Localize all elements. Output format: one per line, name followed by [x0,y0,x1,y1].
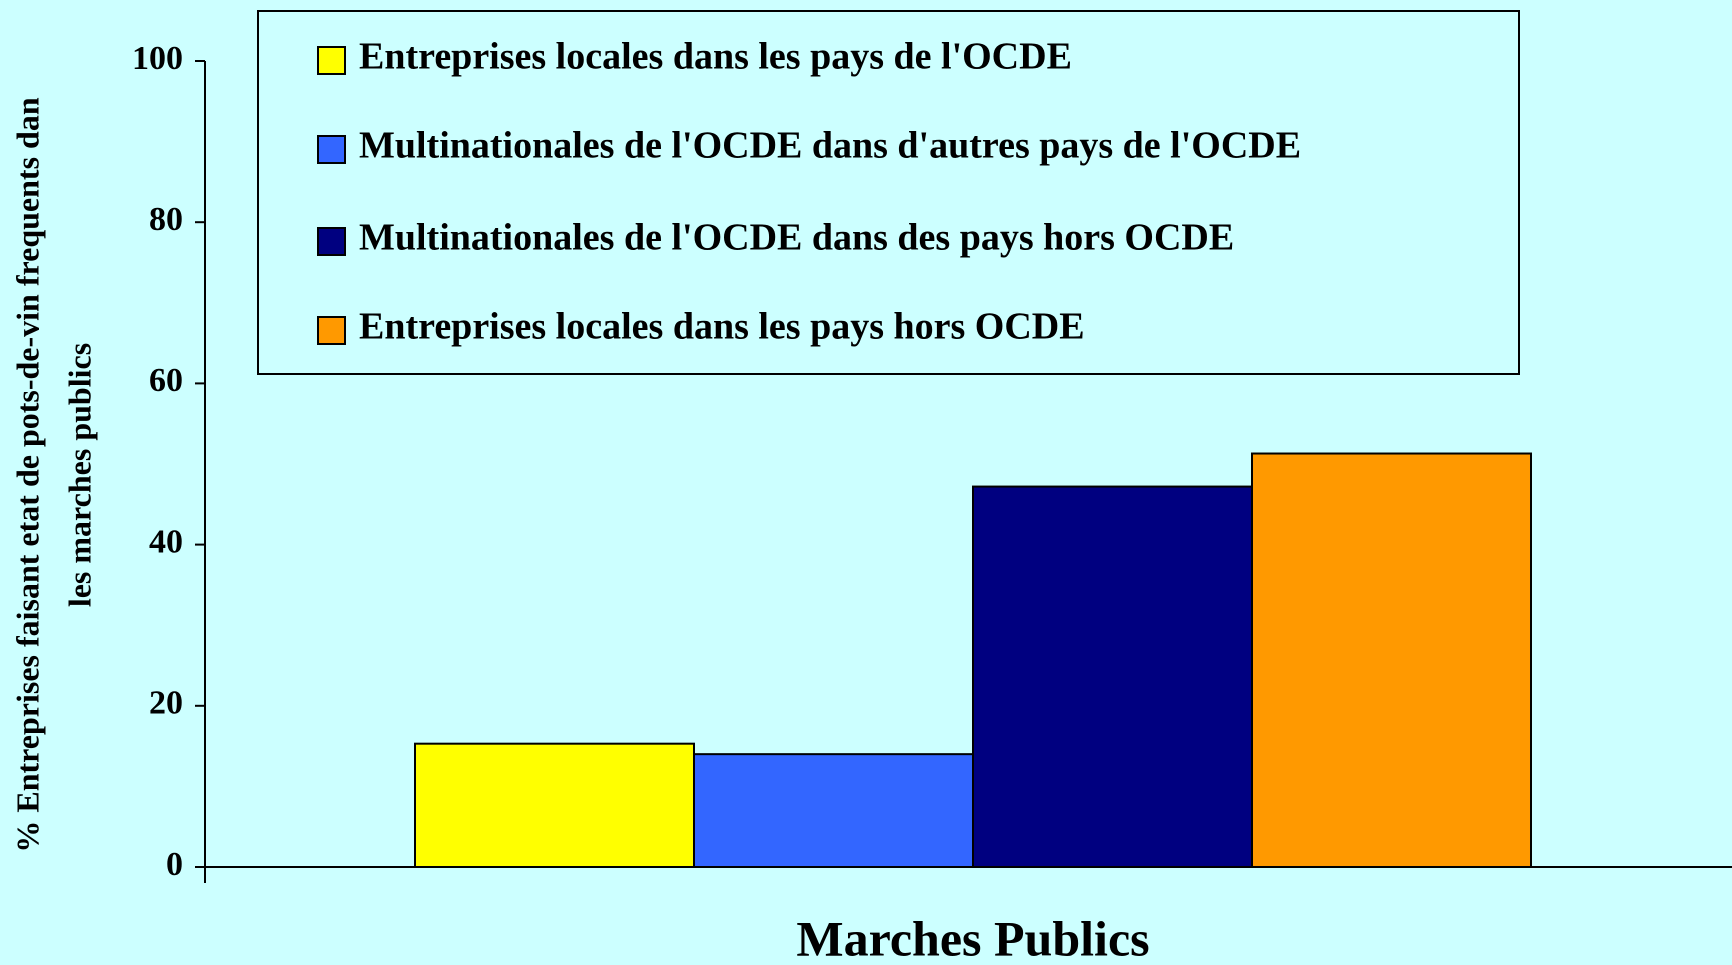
bar [972,485,1253,868]
legend-label: Multinationales de l'OCDE dans d'autres … [359,125,1301,167]
legend-swatch [317,135,346,164]
legend-swatch [317,46,346,75]
x-tick-label: Marches Publics [796,910,1149,965]
legend-label: Multinationales de l'OCDE dans des pays … [359,217,1234,259]
bar [414,742,695,869]
y-tick-label: 60 [149,362,183,399]
bar [1251,452,1532,868]
y-axis-label: les marches publics [61,343,97,607]
bar [693,753,974,868]
legend-swatch [317,316,346,345]
y-tick-label: 80 [149,201,183,238]
y-tick-label: 100 [132,40,183,77]
legend-swatch [317,227,346,256]
y-axis-label: % Entreprises faisant etat de pots-de-vi… [9,97,45,852]
legend-label: Entreprises locales dans les pays de l'O… [359,36,1072,78]
y-tick-label: 20 [149,685,183,722]
legend-box [257,10,1520,375]
y-tick-label: 40 [149,523,183,560]
y-tick-label: 0 [166,846,183,883]
legend-label: Entreprises locales dans les pays hors O… [359,306,1085,348]
